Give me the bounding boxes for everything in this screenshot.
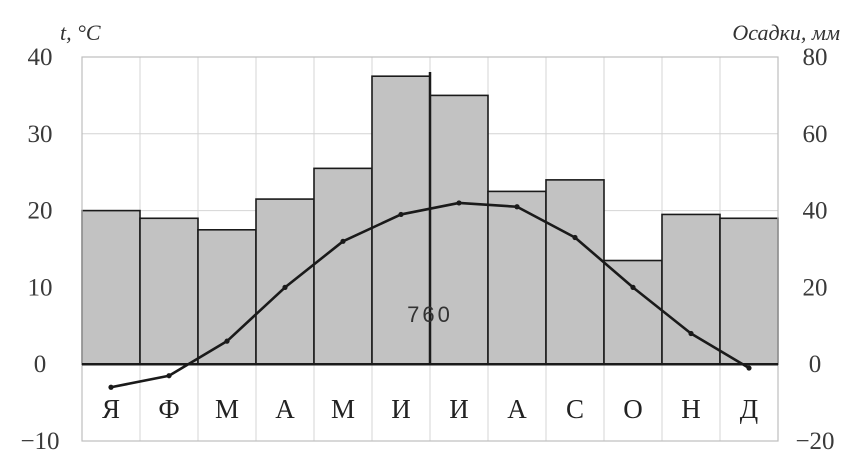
precipitation-bar — [603, 259, 663, 365]
precipitation-bar — [81, 209, 141, 366]
annual-precipitation-label: 760 — [407, 302, 453, 327]
month-label: М — [215, 394, 239, 424]
temperature-line-path — [110, 201, 750, 389]
temperature-point — [572, 234, 578, 241]
temperature-point — [166, 373, 172, 379]
right-axis-tick: 60 — [803, 121, 828, 148]
right-axis-tick: 20 — [803, 274, 828, 301]
precipitation-bar — [255, 198, 315, 365]
plot-frame — [81, 56, 779, 442]
axis-labels: 40 30 20 10 0 −10 80 60 40 20 0 −20 Я Ф М А М И И А С О Н Д — [20, 44, 834, 455]
month-label: С — [566, 394, 584, 424]
right-axis-tick: 80 — [803, 44, 828, 71]
precipitation-bar — [719, 217, 779, 365]
precipitation-bar — [371, 75, 431, 365]
temperature-point — [224, 338, 230, 344]
month-label: А — [507, 394, 527, 424]
month-label: И — [391, 394, 411, 424]
temperature-point — [340, 238, 346, 244]
temperature-point — [688, 330, 694, 337]
left-axis-unit: t, °C — [60, 20, 101, 45]
month-label: И — [449, 394, 469, 424]
temperature-line: 760 — [108, 200, 752, 390]
temperature-point — [108, 384, 114, 390]
left-axis-tick: 0 — [34, 351, 47, 378]
month-label: А — [275, 394, 295, 424]
right-axis-tick: 40 — [803, 198, 828, 225]
plot-border — [81, 56, 779, 442]
precipitation-bar — [545, 179, 605, 366]
temperature-point — [746, 365, 752, 371]
precipitation-bar — [487, 190, 547, 365]
left-axis-tick: 40 — [28, 44, 53, 71]
month-label: О — [623, 394, 643, 424]
precipitation-bar — [197, 229, 257, 365]
precipitation-bar — [139, 217, 199, 365]
month-label: Д — [740, 394, 758, 424]
month-label: Я — [102, 394, 120, 424]
temperature-point — [398, 211, 404, 218]
right-axis-tick: −20 — [795, 428, 834, 455]
month-label: М — [331, 394, 355, 424]
precipitation-bar — [429, 94, 489, 365]
temperature-point — [282, 284, 288, 290]
temperature-point — [630, 284, 636, 290]
left-axis-tick: 10 — [28, 274, 53, 301]
month-label: Н — [681, 394, 701, 424]
precipitation-bar — [313, 167, 373, 365]
left-axis-tick: 20 — [28, 198, 53, 225]
right-axis-tick: 0 — [809, 351, 822, 378]
month-label: Ф — [158, 394, 179, 424]
left-axis-tick: 30 — [28, 121, 53, 148]
left-axis-tick: −10 — [20, 428, 59, 455]
right-axis-unit: Осадки, мм — [732, 20, 840, 45]
temperature-point — [514, 204, 520, 210]
precipitation-bar — [661, 213, 721, 365]
temperature-point — [456, 200, 462, 206]
